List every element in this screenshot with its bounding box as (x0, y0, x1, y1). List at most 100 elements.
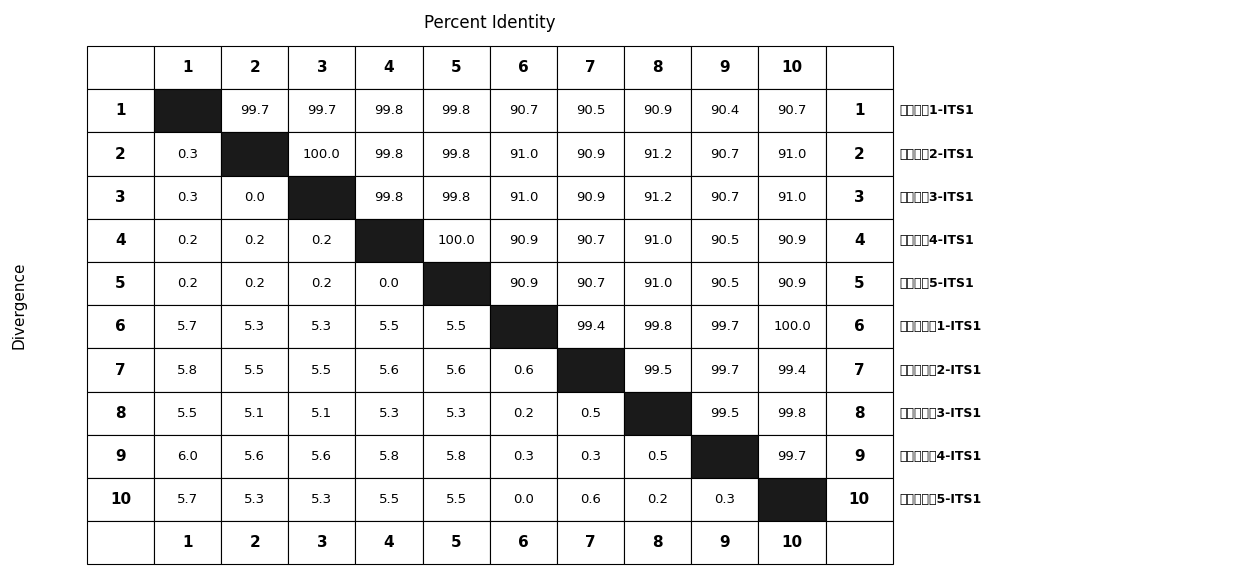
Text: 8: 8 (115, 406, 125, 421)
Text: 99.8: 99.8 (644, 320, 672, 334)
Text: 6: 6 (518, 60, 528, 75)
Text: 5.3: 5.3 (244, 320, 265, 334)
Text: 90.7: 90.7 (508, 104, 538, 118)
Text: 6: 6 (854, 319, 864, 335)
Text: 5.8: 5.8 (378, 450, 399, 463)
Text: 1: 1 (182, 60, 192, 75)
Text: 华支缺虫2-ITS1: 华支缺虫2-ITS1 (899, 147, 973, 161)
Text: 5.3: 5.3 (378, 407, 399, 420)
Text: 99.8: 99.8 (374, 104, 404, 118)
Text: 90.7: 90.7 (711, 191, 739, 204)
Text: 0.2: 0.2 (513, 407, 534, 420)
Text: 0.5: 0.5 (647, 450, 668, 463)
Text: 5.5: 5.5 (445, 493, 466, 506)
Text: 5.5: 5.5 (244, 363, 265, 377)
Text: 0.6: 0.6 (513, 363, 534, 377)
Text: 3: 3 (854, 190, 864, 205)
Text: 东方次缺虫1-ITS1: 东方次缺虫1-ITS1 (899, 320, 981, 334)
Text: 6: 6 (115, 319, 125, 335)
Text: 99.7: 99.7 (711, 363, 739, 377)
Text: 99.5: 99.5 (644, 363, 672, 377)
Text: 5: 5 (451, 60, 461, 75)
Text: 9: 9 (719, 535, 730, 551)
Text: 0.2: 0.2 (177, 277, 198, 290)
Text: 东方次缺虫2-ITS1: 东方次缺虫2-ITS1 (899, 363, 981, 377)
Text: 8: 8 (652, 535, 663, 551)
Text: 1: 1 (115, 103, 125, 119)
Text: 5: 5 (854, 276, 864, 291)
Text: 5.5: 5.5 (378, 493, 399, 506)
Text: 5: 5 (451, 535, 461, 551)
Text: 5.7: 5.7 (177, 320, 198, 334)
Text: 5.5: 5.5 (378, 320, 399, 334)
Text: 5.8: 5.8 (445, 450, 466, 463)
Text: 90.9: 90.9 (508, 234, 538, 247)
Text: 5.6: 5.6 (445, 363, 466, 377)
Text: 0.3: 0.3 (177, 147, 198, 161)
Text: 8: 8 (652, 60, 663, 75)
Text: 90.9: 90.9 (575, 191, 605, 204)
Text: 99.5: 99.5 (711, 407, 739, 420)
Text: 90.5: 90.5 (575, 104, 605, 118)
Text: 90.5: 90.5 (711, 277, 739, 290)
Text: 99.8: 99.8 (441, 191, 471, 204)
Text: 99.7: 99.7 (308, 104, 336, 118)
Text: 0.2: 0.2 (244, 234, 265, 247)
Text: 100.0: 100.0 (438, 234, 475, 247)
Text: 91.0: 91.0 (508, 147, 538, 161)
Text: 90.9: 90.9 (777, 234, 807, 247)
Text: 90.9: 90.9 (644, 104, 672, 118)
Text: 0.2: 0.2 (177, 234, 198, 247)
Text: 5.3: 5.3 (311, 320, 332, 334)
Text: 5.6: 5.6 (311, 450, 332, 463)
Text: 4: 4 (854, 233, 864, 248)
Text: 10: 10 (110, 492, 131, 507)
Text: 91.2: 91.2 (644, 191, 672, 204)
Text: 0.2: 0.2 (244, 277, 265, 290)
Text: 华支缺虫4-ITS1: 华支缺虫4-ITS1 (899, 234, 973, 247)
Text: 0.3: 0.3 (580, 450, 601, 463)
Text: 5.1: 5.1 (244, 407, 265, 420)
Text: 0.2: 0.2 (647, 493, 668, 506)
Text: 10: 10 (848, 492, 869, 507)
Text: 0.0: 0.0 (513, 493, 534, 506)
Text: 0.5: 0.5 (580, 407, 601, 420)
Text: 90.7: 90.7 (711, 147, 739, 161)
Text: 3: 3 (115, 190, 125, 205)
Text: 100.0: 100.0 (774, 320, 811, 334)
Text: 8: 8 (854, 406, 864, 421)
Text: 1: 1 (854, 103, 864, 119)
Text: 东方次缺虫4-ITS1: 东方次缺虫4-ITS1 (899, 450, 981, 463)
Text: 99.7: 99.7 (777, 450, 807, 463)
Text: 9: 9 (115, 449, 125, 464)
Text: 5.5: 5.5 (177, 407, 198, 420)
Text: 9: 9 (719, 60, 730, 75)
Text: 5: 5 (115, 276, 125, 291)
Text: 90.7: 90.7 (575, 277, 605, 290)
Text: 0.3: 0.3 (714, 493, 735, 506)
Text: 91.0: 91.0 (644, 234, 672, 247)
Text: 90.9: 90.9 (575, 147, 605, 161)
Text: 7: 7 (854, 362, 864, 378)
Text: 91.2: 91.2 (644, 147, 672, 161)
Text: 4: 4 (115, 233, 125, 248)
Text: 90.9: 90.9 (508, 277, 538, 290)
Text: Percent Identity: Percent Identity (424, 14, 556, 32)
Text: 99.7: 99.7 (241, 104, 269, 118)
Text: 东方次缺虫5-ITS1: 东方次缺虫5-ITS1 (899, 493, 981, 506)
Text: 2: 2 (249, 535, 260, 551)
Text: 2: 2 (249, 60, 260, 75)
Text: 90.4: 90.4 (711, 104, 739, 118)
Text: 99.8: 99.8 (374, 147, 404, 161)
Text: 5.3: 5.3 (311, 493, 332, 506)
Text: 99.8: 99.8 (374, 191, 404, 204)
Text: 99.8: 99.8 (441, 104, 471, 118)
Text: 华支缺虫1-ITS1: 华支缺虫1-ITS1 (899, 104, 973, 118)
Text: 7: 7 (585, 60, 596, 75)
Text: 5.7: 5.7 (177, 493, 198, 506)
Text: 3: 3 (316, 535, 327, 551)
Text: 华支缺虫3-ITS1: 华支缺虫3-ITS1 (899, 191, 973, 204)
Text: 5.8: 5.8 (177, 363, 198, 377)
Text: 6: 6 (518, 535, 528, 551)
Text: 0.2: 0.2 (311, 234, 332, 247)
